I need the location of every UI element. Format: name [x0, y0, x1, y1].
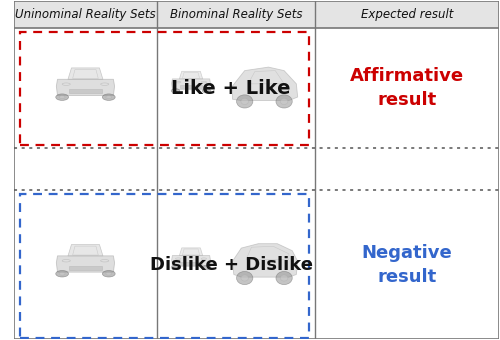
Polygon shape	[182, 249, 200, 255]
Ellipse shape	[236, 271, 253, 285]
Bar	[14, 1, 157, 29]
Bar	[315, 1, 500, 29]
Text: Affirmative
result: Affirmative result	[350, 67, 464, 109]
Polygon shape	[182, 72, 200, 78]
Ellipse shape	[202, 89, 211, 93]
Bar	[180, 85, 202, 88]
Polygon shape	[72, 70, 99, 79]
Text: Binominal Reality Sets: Binominal Reality Sets	[170, 8, 302, 21]
Polygon shape	[232, 244, 298, 277]
Bar	[20, 32, 309, 145]
Ellipse shape	[100, 259, 109, 262]
Ellipse shape	[202, 265, 211, 270]
Ellipse shape	[276, 95, 292, 108]
Ellipse shape	[106, 96, 112, 99]
Ellipse shape	[204, 90, 208, 92]
Ellipse shape	[201, 258, 206, 259]
Polygon shape	[232, 67, 298, 101]
Ellipse shape	[201, 81, 206, 83]
Ellipse shape	[56, 94, 68, 100]
Ellipse shape	[241, 275, 248, 281]
Ellipse shape	[62, 83, 70, 85]
Polygon shape	[180, 71, 203, 79]
Ellipse shape	[56, 271, 68, 277]
Text: Expected result: Expected result	[361, 8, 454, 21]
Ellipse shape	[106, 272, 112, 275]
Bar	[69, 89, 102, 93]
Bar	[180, 262, 202, 265]
Ellipse shape	[100, 83, 109, 85]
Ellipse shape	[204, 267, 208, 268]
Ellipse shape	[102, 94, 115, 100]
Ellipse shape	[276, 271, 292, 285]
Ellipse shape	[236, 95, 253, 108]
Ellipse shape	[174, 90, 178, 92]
Polygon shape	[56, 79, 114, 96]
Polygon shape	[172, 255, 210, 266]
Ellipse shape	[59, 96, 65, 99]
Ellipse shape	[171, 89, 180, 93]
Ellipse shape	[280, 98, 288, 104]
Polygon shape	[248, 71, 284, 84]
Ellipse shape	[174, 267, 178, 268]
Polygon shape	[180, 248, 203, 255]
Bar	[69, 266, 102, 270]
Ellipse shape	[59, 272, 65, 275]
Ellipse shape	[62, 259, 70, 262]
Ellipse shape	[176, 258, 181, 259]
Text: Negative
result: Negative result	[362, 244, 452, 286]
Polygon shape	[72, 246, 99, 255]
Polygon shape	[68, 244, 103, 256]
Polygon shape	[68, 68, 103, 79]
Bar	[157, 1, 315, 29]
Ellipse shape	[102, 271, 115, 277]
Polygon shape	[56, 256, 114, 272]
Ellipse shape	[280, 275, 288, 281]
Text: Like + Like: Like + Like	[172, 79, 291, 98]
Bar	[20, 193, 309, 338]
Text: Uninominal Reality Sets: Uninominal Reality Sets	[15, 8, 156, 21]
Ellipse shape	[171, 265, 180, 270]
Ellipse shape	[241, 98, 248, 104]
Polygon shape	[246, 246, 289, 259]
Ellipse shape	[176, 81, 181, 83]
Polygon shape	[172, 79, 210, 90]
Text: Dislike + Dislike: Dislike + Dislike	[150, 256, 312, 274]
